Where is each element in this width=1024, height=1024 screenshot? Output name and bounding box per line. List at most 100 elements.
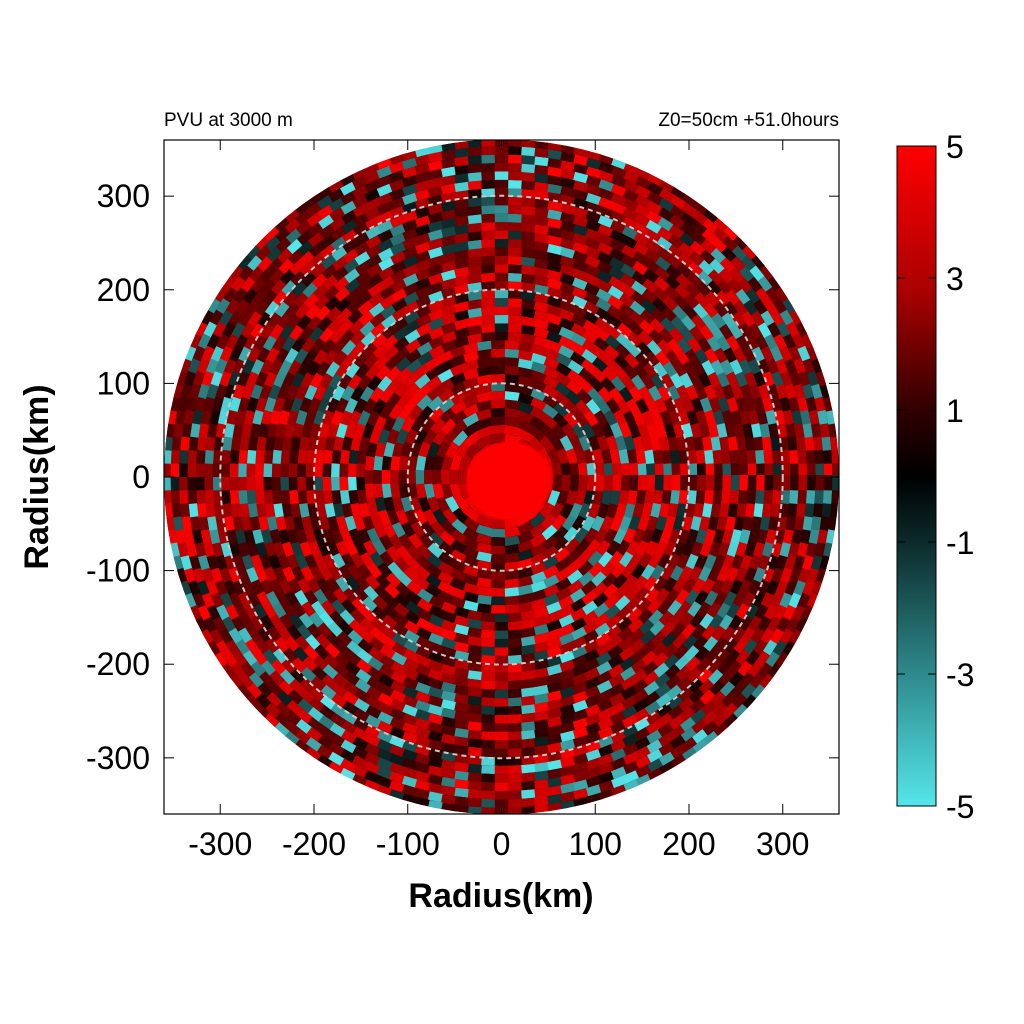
field-cell xyxy=(793,421,805,438)
field-cell xyxy=(565,488,579,506)
field-cell xyxy=(759,514,771,531)
field-cell xyxy=(183,529,195,546)
field-cell xyxy=(390,455,401,473)
field-cell xyxy=(547,488,562,507)
field-cell xyxy=(188,436,199,453)
x-tick-label: -200 xyxy=(282,826,346,862)
field-cell xyxy=(732,589,748,607)
field-cell xyxy=(562,513,578,532)
field-cell xyxy=(544,330,562,344)
field-cell xyxy=(571,653,590,668)
field-cell xyxy=(521,789,538,799)
field-cell xyxy=(376,739,395,753)
field-cell xyxy=(545,217,562,229)
field-cell xyxy=(530,570,549,584)
field-cell xyxy=(723,589,738,607)
field-cell xyxy=(799,408,811,425)
field-cell xyxy=(667,551,682,569)
field-cell xyxy=(621,188,639,203)
field-cell xyxy=(347,463,357,480)
field-cell xyxy=(183,370,196,388)
field-cell xyxy=(401,775,419,789)
field-cell xyxy=(373,455,384,473)
field-cell xyxy=(647,757,665,773)
field-cell xyxy=(365,695,384,711)
field-cell xyxy=(481,773,497,783)
field-cell xyxy=(205,297,221,316)
field-cell xyxy=(316,397,331,415)
field-cell xyxy=(791,408,803,425)
field-cell xyxy=(454,615,472,628)
field-cell xyxy=(698,421,711,438)
field-cell xyxy=(224,516,236,533)
field-cell xyxy=(558,246,576,259)
field-cell xyxy=(787,501,798,518)
field-cell xyxy=(622,408,637,427)
field-cell xyxy=(770,501,781,518)
field-cell xyxy=(428,605,447,620)
field-cell xyxy=(804,434,815,451)
field-cell xyxy=(340,739,359,755)
field-cell xyxy=(238,591,253,610)
field-cell xyxy=(492,315,509,324)
field-cell xyxy=(545,149,562,160)
field-cell xyxy=(557,298,575,313)
field-cell xyxy=(682,575,698,594)
field-cell xyxy=(187,450,197,466)
field-cell xyxy=(415,469,425,487)
field-cell xyxy=(841,475,850,491)
field-cell xyxy=(238,463,247,479)
field-cell xyxy=(560,712,578,725)
field-cell xyxy=(452,318,470,331)
colorbar-gradient xyxy=(896,145,937,807)
field-cell xyxy=(743,394,757,413)
field-cell xyxy=(326,541,341,559)
field-cell xyxy=(428,668,446,682)
colorbar: 531-1-3-5 xyxy=(896,129,974,825)
field-cell xyxy=(534,684,551,696)
field-cell xyxy=(544,303,562,317)
field-cell xyxy=(379,644,398,660)
field-cell xyxy=(541,392,559,409)
field-cell xyxy=(437,590,455,605)
field-cell xyxy=(239,503,250,520)
field-cell xyxy=(534,727,551,739)
field-cell xyxy=(813,394,826,412)
field-cell xyxy=(572,681,590,695)
field-cell xyxy=(516,375,534,387)
field-cell xyxy=(508,731,524,741)
field-cell xyxy=(703,447,714,464)
field-cell xyxy=(610,514,624,532)
field-cell xyxy=(743,369,757,387)
field-cell xyxy=(210,592,225,610)
field-cell xyxy=(773,602,788,621)
field-cell xyxy=(531,597,549,611)
field-cell xyxy=(519,180,536,191)
field-cell xyxy=(454,762,471,773)
field-cell xyxy=(739,382,753,400)
field-cell xyxy=(631,250,649,266)
field-cell xyxy=(313,553,328,571)
field-cell xyxy=(465,316,482,328)
field-cell xyxy=(667,434,679,451)
field-cell xyxy=(597,716,616,731)
field-cell xyxy=(492,154,509,164)
field-cell xyxy=(413,215,431,228)
field-cell xyxy=(373,522,388,541)
field-cell xyxy=(614,433,627,451)
field-cell xyxy=(264,541,277,559)
field-cell xyxy=(478,306,495,317)
field-cell xyxy=(241,579,256,597)
field-cell xyxy=(467,627,484,639)
field-cell xyxy=(838,434,839,451)
field-cell xyxy=(492,205,509,214)
field-cell xyxy=(314,463,323,480)
field-cell xyxy=(560,764,578,777)
field-cell xyxy=(836,514,839,531)
field-cell xyxy=(260,409,273,427)
field-cell xyxy=(705,475,715,491)
field-cell xyxy=(661,447,672,464)
field-cell xyxy=(558,168,576,180)
field-cell xyxy=(197,503,208,520)
field-cell xyxy=(395,428,409,447)
